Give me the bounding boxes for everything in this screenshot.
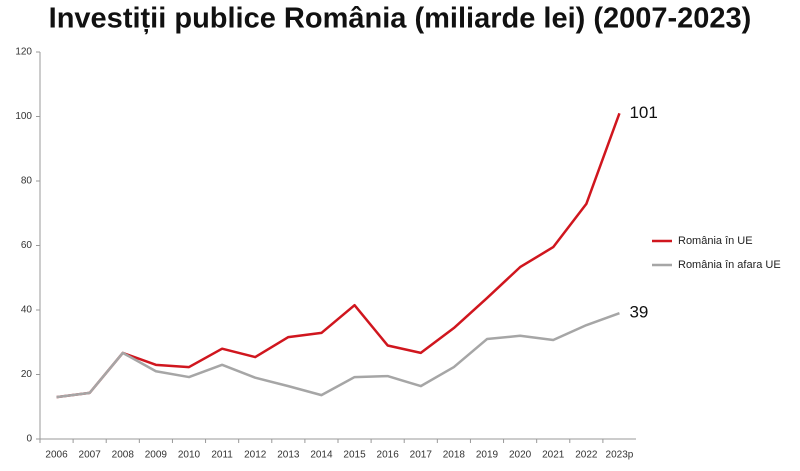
- x-tick-label: 2021: [542, 450, 565, 461]
- x-tick-label: 2015: [343, 450, 366, 461]
- x-tick-label: 2019: [476, 450, 499, 461]
- legend-label: România în afara UE: [678, 259, 781, 271]
- chart-title: Investiții publice România (miliarde lei…: [49, 3, 752, 35]
- y-tick-label: 120: [15, 47, 32, 58]
- series-line: [56, 312, 620, 399]
- y-tick-label: 80: [21, 176, 33, 187]
- y-tick-label: 40: [21, 305, 33, 316]
- x-tick-label: 2016: [377, 450, 400, 461]
- y-tick-label: 0: [26, 434, 32, 445]
- x-tick-label: 2010: [178, 450, 201, 461]
- x-tick-label: 2017: [410, 450, 433, 461]
- x-tick-label: 2009: [145, 450, 168, 461]
- y-tick-label: 60: [21, 240, 33, 251]
- x-tick-label: 2013: [277, 450, 300, 461]
- x-tick-label: 2006: [45, 450, 68, 461]
- legend-label: România în UE: [678, 235, 753, 247]
- x-tick-label: 2008: [112, 450, 135, 461]
- y-tick-label: 100: [15, 111, 32, 122]
- y-tick-label: 20: [21, 369, 33, 380]
- x-tick-label: 2011: [211, 450, 233, 461]
- x-tick-label: 2018: [443, 450, 466, 461]
- x-tick-label: 2012: [244, 450, 267, 461]
- end-label: 39: [629, 303, 648, 322]
- x-tick-label: 2007: [79, 450, 102, 461]
- x-tick-label: 2023p: [606, 450, 634, 461]
- series-line: [56, 112, 621, 399]
- x-tick-label: 2014: [310, 450, 333, 461]
- x-tick-label: 2022: [575, 450, 598, 461]
- end-label: 101: [629, 103, 657, 122]
- x-tick-label: 2020: [509, 450, 532, 461]
